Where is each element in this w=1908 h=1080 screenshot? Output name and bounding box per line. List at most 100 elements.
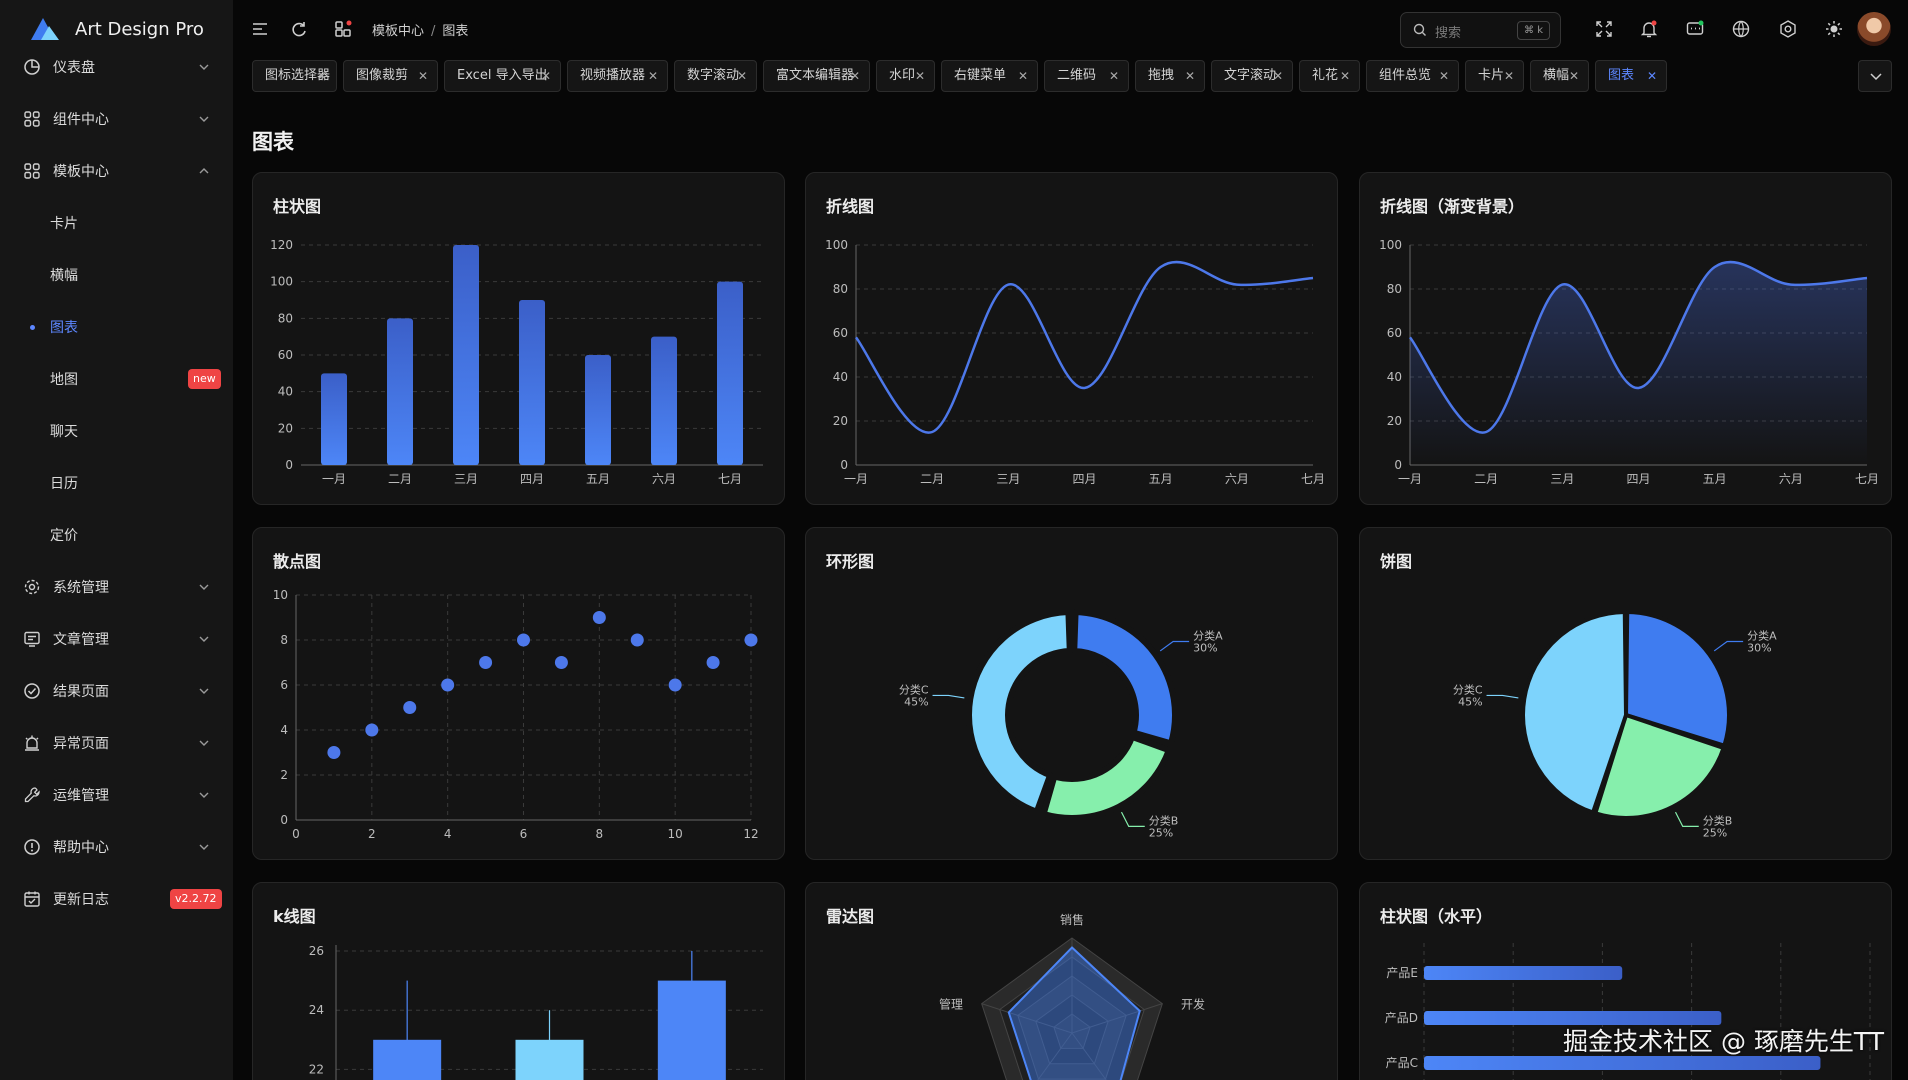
candle-body[interactable] (515, 1039, 584, 1080)
scatter-point[interactable] (630, 633, 644, 647)
scatter-point[interactable] (441, 678, 455, 692)
bar[interactable] (519, 300, 545, 465)
sidebar-item-7[interactable]: 聊天 (0, 408, 233, 454)
hbar[interactable] (1424, 1011, 1722, 1025)
close-icon[interactable]: ✕ (1503, 69, 1514, 83)
tab-15[interactable]: 图表 ✕ (1595, 60, 1667, 92)
sidebar-item-10[interactable]: 系统管理 (0, 564, 233, 610)
tab-13[interactable]: 卡片 ✕ (1465, 60, 1524, 92)
scatter-point[interactable] (327, 746, 341, 759)
breadcrumb-item-template-center[interactable]: 模板中心 (372, 24, 425, 39)
close-icon[interactable]: ✕ (647, 69, 658, 83)
scatter-point[interactable] (479, 656, 493, 669)
chart-title: 折线图（渐变背景） (1380, 197, 1525, 216)
sidebar-item-6[interactable]: 地图 new (0, 356, 233, 402)
scatter-point[interactable] (403, 701, 417, 714)
pie-slice[interactable] (1624, 610, 1731, 748)
scatter-point[interactable] (668, 678, 682, 692)
bar[interactable] (585, 355, 611, 465)
close-icon[interactable]: ✕ (417, 69, 428, 83)
bar[interactable] (717, 281, 743, 465)
fullscreen-icon[interactable] (1594, 19, 1614, 39)
close-icon[interactable]: ✕ (1568, 69, 1579, 83)
sun-icon[interactable] (1824, 19, 1844, 39)
sidebar-item-11[interactable]: 文章管理 (0, 616, 233, 662)
tab-1[interactable]: 图像裁剪 ✕ (343, 60, 438, 92)
close-icon[interactable]: ✕ (540, 69, 551, 83)
tab-6[interactable]: 水印 ✕ (876, 60, 935, 92)
pie-slice[interactable] (1040, 733, 1172, 821)
sidebar-item-5[interactable]: 图表 (0, 304, 233, 350)
close-icon[interactable]: ✕ (1108, 69, 1119, 83)
tab-12[interactable]: 组件总览 ✕ (1366, 60, 1459, 92)
scatter-point[interactable] (592, 611, 606, 624)
sidebar-item-4[interactable]: 横幅 (0, 252, 233, 298)
close-icon[interactable]: ✕ (1017, 69, 1028, 83)
pie-slice[interactable] (966, 609, 1073, 815)
hbar[interactable] (1424, 966, 1623, 980)
sidebar-item-0[interactable]: 仪表盘 (0, 44, 233, 90)
scatter-point[interactable] (744, 633, 758, 647)
tab-4[interactable]: 数字滚动 ✕ (674, 60, 757, 92)
tab-5[interactable]: 富文本编辑器 ✕ (763, 60, 870, 92)
avatar[interactable] (1857, 12, 1891, 46)
scatter-point[interactable] (706, 656, 720, 669)
bar[interactable] (651, 336, 677, 465)
apps-icon[interactable] (334, 19, 354, 39)
tabs-more-button[interactable] (1858, 60, 1892, 92)
chat-icon[interactable] (1685, 19, 1705, 39)
tab-14[interactable]: 横幅 ✕ (1530, 60, 1589, 92)
hbar[interactable] (1424, 1056, 1821, 1070)
close-icon[interactable]: ✕ (316, 69, 327, 83)
tab-11[interactable]: 礼花 ✕ (1299, 60, 1360, 92)
tab-10[interactable]: 文字滚动 ✕ (1211, 60, 1293, 92)
close-icon[interactable]: ✕ (1438, 69, 1449, 83)
sidebar-item-label: 运维管理 (53, 788, 109, 804)
sidebar-item-12[interactable]: 结果页面 (0, 668, 233, 714)
tab-8[interactable]: 二维码 ✕ (1044, 60, 1129, 92)
search-input[interactable]: 搜索 ⌘ k (1400, 12, 1561, 48)
scatter-point[interactable] (365, 723, 379, 737)
close-icon[interactable]: ✕ (1646, 69, 1657, 83)
y-tick-label: 20 (1387, 414, 1402, 428)
sidebar-item-3[interactable]: 卡片 (0, 200, 233, 246)
bell-icon[interactable] (1639, 19, 1659, 39)
pie-slice[interactable] (1521, 610, 1628, 815)
sidebar-item-13[interactable]: 异常页面 (0, 720, 233, 766)
sidebar-item-9[interactable]: 定价 (0, 512, 233, 558)
tab-7[interactable]: 右键菜单 ✕ (941, 60, 1038, 92)
bar[interactable] (321, 373, 347, 465)
candle-body[interactable] (373, 1039, 442, 1080)
close-icon[interactable]: ✕ (849, 69, 860, 83)
sidebar-item-1[interactable]: 组件中心 (0, 96, 233, 142)
close-icon[interactable]: ✕ (736, 69, 747, 83)
scatter-point[interactable] (554, 656, 568, 669)
menu-fold-icon[interactable] (250, 19, 270, 39)
tab-3[interactable]: 视频播放器 ✕ (567, 60, 668, 92)
radar-series[interactable] (1007, 946, 1141, 1080)
logo[interactable]: Art Design Pro (27, 14, 204, 44)
bar[interactable] (453, 245, 479, 465)
sidebar-item-16[interactable]: 更新日志 v2.2.72 (0, 876, 233, 922)
refresh-icon[interactable] (289, 19, 309, 39)
candle-body[interactable] (657, 980, 726, 1080)
sidebar-item-14[interactable]: 运维管理 (0, 772, 233, 818)
series-line[interactable] (1409, 260, 1868, 434)
tab-0[interactable]: 图标选择器 ✕ (252, 60, 337, 92)
sidebar-item-15[interactable]: 帮助中心 (0, 824, 233, 870)
sidebar-item-2[interactable]: 模板中心 (0, 148, 233, 194)
bar[interactable] (387, 318, 413, 465)
close-icon[interactable]: ✕ (914, 69, 925, 83)
tab-9[interactable]: 拖拽 ✕ (1135, 60, 1205, 92)
tab-2[interactable]: Excel 导入导出 ✕ (444, 60, 561, 92)
settings-icon[interactable] (1778, 19, 1798, 39)
sidebar-item-8[interactable]: 日历 (0, 460, 233, 506)
close-icon[interactable]: ✕ (1339, 69, 1350, 83)
scatter-point[interactable] (517, 633, 530, 647)
language-icon[interactable] (1731, 19, 1751, 39)
close-icon[interactable]: ✕ (1272, 69, 1283, 83)
series-line[interactable] (855, 260, 1314, 434)
close-icon[interactable]: ✕ (1184, 69, 1195, 83)
pie-slice[interactable] (1071, 609, 1178, 747)
pie-slice[interactable] (1593, 713, 1726, 820)
